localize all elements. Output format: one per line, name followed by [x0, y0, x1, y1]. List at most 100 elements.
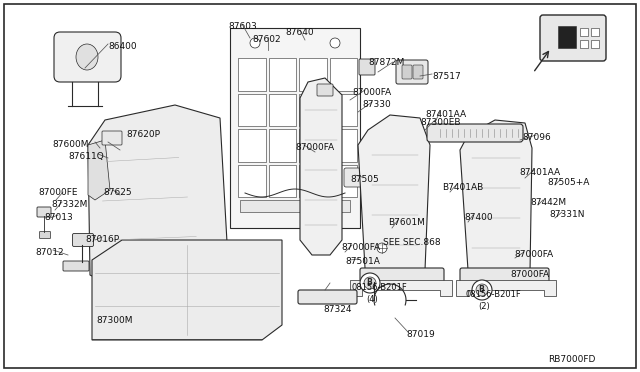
Bar — [580, 40, 588, 48]
Text: (2): (2) — [478, 302, 490, 311]
FancyBboxPatch shape — [63, 261, 89, 271]
Bar — [330, 93, 357, 126]
Text: 87096: 87096 — [522, 133, 551, 142]
Polygon shape — [350, 280, 452, 296]
FancyBboxPatch shape — [54, 32, 121, 82]
Text: 87603: 87603 — [228, 22, 257, 31]
Polygon shape — [88, 140, 110, 200]
Text: 08156-B201F: 08156-B201F — [352, 283, 408, 292]
FancyBboxPatch shape — [344, 168, 368, 187]
Text: (4): (4) — [366, 295, 378, 304]
Bar — [330, 58, 357, 90]
Text: 87330: 87330 — [362, 100, 391, 109]
Polygon shape — [300, 78, 342, 255]
Text: 87640: 87640 — [285, 28, 314, 37]
FancyBboxPatch shape — [72, 234, 93, 247]
Text: RB7000FD: RB7000FD — [548, 355, 595, 364]
Text: 87620P: 87620P — [126, 130, 160, 139]
Text: 08156-B201F: 08156-B201F — [465, 290, 521, 299]
Text: 87000FA: 87000FA — [514, 250, 553, 259]
Polygon shape — [358, 115, 430, 288]
FancyBboxPatch shape — [396, 60, 428, 84]
FancyBboxPatch shape — [102, 131, 122, 145]
Circle shape — [360, 273, 380, 293]
FancyBboxPatch shape — [460, 268, 549, 288]
Circle shape — [330, 38, 340, 48]
Polygon shape — [456, 280, 556, 296]
Bar — [299, 58, 326, 90]
Bar — [238, 93, 266, 126]
Text: B: B — [366, 278, 372, 287]
Bar — [269, 129, 296, 161]
Bar — [269, 58, 296, 90]
Polygon shape — [88, 105, 228, 295]
Polygon shape — [92, 240, 282, 340]
Bar — [591, 40, 599, 48]
Text: 87016P: 87016P — [85, 235, 119, 244]
FancyBboxPatch shape — [359, 59, 375, 75]
Text: 87625: 87625 — [103, 188, 132, 197]
Text: 87505+A: 87505+A — [547, 178, 589, 187]
FancyBboxPatch shape — [360, 268, 444, 288]
Text: 87300M: 87300M — [96, 316, 132, 325]
Text: 87501A: 87501A — [345, 257, 380, 266]
Polygon shape — [460, 120, 532, 288]
FancyBboxPatch shape — [37, 207, 51, 217]
Text: 86400: 86400 — [108, 42, 136, 51]
Circle shape — [364, 277, 376, 289]
Ellipse shape — [76, 44, 98, 70]
Text: 87872M: 87872M — [368, 58, 404, 67]
Text: 87517: 87517 — [432, 72, 461, 81]
FancyBboxPatch shape — [427, 124, 523, 142]
Circle shape — [250, 38, 260, 48]
Bar — [330, 164, 357, 197]
Bar — [238, 58, 266, 90]
FancyBboxPatch shape — [317, 84, 333, 96]
Text: 87000FE: 87000FE — [38, 188, 77, 197]
Bar — [299, 129, 326, 161]
Text: 87505: 87505 — [350, 175, 379, 184]
Bar — [580, 28, 588, 36]
FancyBboxPatch shape — [298, 290, 357, 304]
Text: B7401AB: B7401AB — [442, 183, 483, 192]
Bar — [238, 164, 266, 197]
Bar — [299, 93, 326, 126]
Bar — [330, 129, 357, 161]
Text: 87012: 87012 — [35, 248, 63, 257]
Text: 87000FA: 87000FA — [352, 88, 391, 97]
Text: 87000FA: 87000FA — [295, 143, 334, 152]
Text: 87401AA: 87401AA — [519, 168, 560, 177]
Polygon shape — [230, 28, 360, 228]
Circle shape — [472, 280, 492, 300]
Text: 87400: 87400 — [464, 213, 493, 222]
FancyBboxPatch shape — [402, 65, 412, 79]
Bar — [591, 28, 599, 36]
Bar — [269, 93, 296, 126]
Text: 87324: 87324 — [323, 305, 351, 314]
Bar — [299, 164, 326, 197]
Text: 87611Q: 87611Q — [68, 152, 104, 161]
Text: 87442M: 87442M — [530, 198, 566, 207]
Text: SEE SEC.868: SEE SEC.868 — [383, 238, 440, 247]
FancyBboxPatch shape — [40, 231, 51, 238]
Text: 87600M: 87600M — [52, 140, 88, 149]
Text: 87019: 87019 — [406, 330, 435, 339]
Text: 87300EB: 87300EB — [420, 118, 461, 127]
Bar — [558, 26, 576, 48]
Bar — [269, 164, 296, 197]
Text: B7601M: B7601M — [388, 218, 425, 227]
Text: 87401AA: 87401AA — [425, 110, 466, 119]
Bar — [240, 200, 350, 212]
Text: 87000FA: 87000FA — [341, 243, 380, 252]
Text: 87013: 87013 — [44, 213, 73, 222]
Circle shape — [377, 243, 387, 253]
Bar — [238, 129, 266, 161]
Text: 87602: 87602 — [252, 35, 280, 44]
Circle shape — [476, 284, 488, 296]
Text: 87332M: 87332M — [51, 200, 88, 209]
Text: B: B — [478, 285, 484, 294]
FancyBboxPatch shape — [540, 15, 606, 61]
FancyBboxPatch shape — [413, 65, 423, 79]
Text: 87331N: 87331N — [549, 210, 584, 219]
Text: 87000FA: 87000FA — [510, 270, 549, 279]
